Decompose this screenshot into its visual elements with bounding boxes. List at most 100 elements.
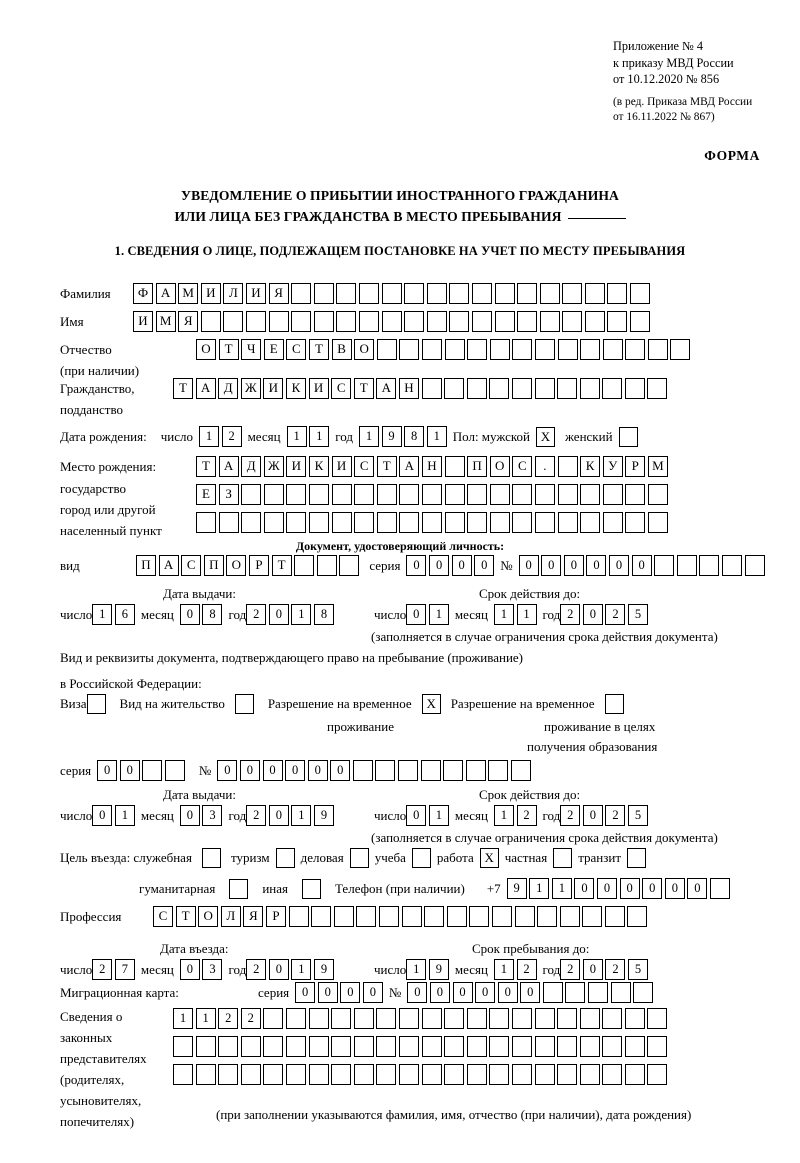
char-cell[interactable]: 1 — [428, 604, 449, 625]
char-cell[interactable] — [471, 283, 492, 304]
char-cell[interactable]: 0 — [475, 982, 496, 1003]
purpose-transit-checkbox[interactable] — [627, 848, 647, 868]
char-cell[interactable] — [699, 555, 720, 576]
char-cell[interactable] — [404, 311, 425, 332]
char-cell[interactable]: Я — [268, 283, 289, 304]
char-cell[interactable]: 0 — [452, 982, 473, 1003]
char-cell[interactable] — [240, 1064, 261, 1085]
char-cell[interactable]: 0 — [582, 604, 603, 625]
char-cell[interactable] — [291, 311, 312, 332]
char-cell[interactable]: 1 — [516, 604, 537, 625]
char-cell[interactable] — [263, 1036, 284, 1057]
char-cell[interactable]: 0 — [664, 878, 685, 899]
char-cell[interactable]: 2 — [218, 1008, 239, 1029]
char-cell[interactable] — [421, 484, 442, 505]
char-cell[interactable]: 3 — [202, 805, 223, 826]
char-cell[interactable] — [512, 339, 533, 360]
char-cell[interactable] — [353, 1036, 374, 1057]
char-cell[interactable]: 0 — [642, 878, 663, 899]
char-cell[interactable] — [421, 378, 442, 399]
purpose-private-checkbox[interactable] — [553, 848, 573, 868]
char-cell[interactable] — [263, 1064, 284, 1085]
char-cell[interactable] — [241, 484, 262, 505]
char-cell[interactable] — [630, 283, 651, 304]
char-cell[interactable]: 2 — [246, 959, 267, 980]
char-cell[interactable]: 1 — [92, 604, 113, 625]
char-cell[interactable] — [467, 484, 488, 505]
char-cell[interactable] — [398, 1008, 419, 1029]
purpose-business-checkbox[interactable] — [349, 848, 369, 868]
char-cell[interactable]: Ж — [240, 378, 261, 399]
char-cell[interactable] — [420, 760, 441, 781]
char-cell[interactable]: О — [198, 906, 219, 927]
char-cell[interactable] — [517, 283, 538, 304]
char-cell[interactable]: 1 — [195, 1008, 216, 1029]
char-cell[interactable]: Д — [218, 378, 239, 399]
char-cell[interactable] — [625, 484, 646, 505]
char-cell[interactable]: 2 — [605, 604, 626, 625]
char-cell[interactable]: 1 — [114, 805, 135, 826]
char-cell[interactable]: 0 — [239, 760, 260, 781]
char-cell[interactable]: Н — [398, 378, 419, 399]
char-cell[interactable] — [399, 484, 420, 505]
char-cell[interactable] — [421, 1036, 442, 1057]
char-cell[interactable] — [466, 1036, 487, 1057]
char-cell[interactable]: 0 — [330, 760, 351, 781]
char-cell[interactable]: 7 — [114, 959, 135, 980]
char-cell[interactable] — [602, 1036, 623, 1057]
char-cell[interactable] — [579, 378, 600, 399]
char-cell[interactable] — [444, 1036, 465, 1057]
char-cell[interactable] — [331, 512, 352, 533]
char-cell[interactable]: 0 — [179, 959, 200, 980]
char-cell[interactable] — [444, 484, 465, 505]
char-cell[interactable] — [404, 283, 425, 304]
char-cell[interactable]: 1 — [493, 959, 514, 980]
char-cell[interactable]: И — [263, 378, 284, 399]
char-cell[interactable]: 0 — [597, 878, 618, 899]
char-cell[interactable] — [263, 512, 284, 533]
char-cell[interactable]: 6 — [114, 604, 135, 625]
char-cell[interactable]: 2 — [246, 604, 267, 625]
char-cell[interactable] — [358, 311, 379, 332]
char-cell[interactable] — [376, 1008, 397, 1029]
char-cell[interactable]: А — [195, 378, 216, 399]
char-cell[interactable]: 2 — [246, 805, 267, 826]
char-cell[interactable]: 2 — [221, 426, 242, 447]
char-cell[interactable]: Д — [241, 456, 262, 477]
char-cell[interactable]: 2 — [605, 959, 626, 980]
char-cell[interactable]: 0 — [574, 878, 595, 899]
char-cell[interactable] — [142, 760, 163, 781]
char-cell[interactable]: 0 — [497, 982, 518, 1003]
char-cell[interactable]: М — [155, 311, 176, 332]
char-cell[interactable] — [223, 311, 244, 332]
char-cell[interactable] — [354, 484, 375, 505]
char-cell[interactable] — [511, 760, 532, 781]
char-cell[interactable]: 0 — [474, 555, 495, 576]
char-cell[interactable]: 3 — [202, 959, 223, 980]
char-cell[interactable]: Ч — [241, 339, 262, 360]
char-cell[interactable] — [285, 1036, 306, 1057]
char-cell[interactable] — [465, 760, 486, 781]
char-cell[interactable] — [676, 555, 697, 576]
char-cell[interactable]: С — [331, 378, 352, 399]
char-cell[interactable]: 2 — [560, 805, 581, 826]
char-cell[interactable] — [466, 378, 487, 399]
char-cell[interactable] — [610, 982, 631, 1003]
char-cell[interactable]: 5 — [628, 805, 649, 826]
char-cell[interactable] — [511, 1008, 532, 1029]
char-cell[interactable]: Ф — [133, 283, 153, 304]
char-cell[interactable]: 0 — [362, 982, 383, 1003]
char-cell[interactable]: 0 — [687, 878, 708, 899]
char-cell[interactable] — [241, 512, 262, 533]
char-cell[interactable]: 0 — [631, 555, 652, 576]
char-cell[interactable] — [378, 906, 399, 927]
char-cell[interactable] — [444, 1064, 465, 1085]
